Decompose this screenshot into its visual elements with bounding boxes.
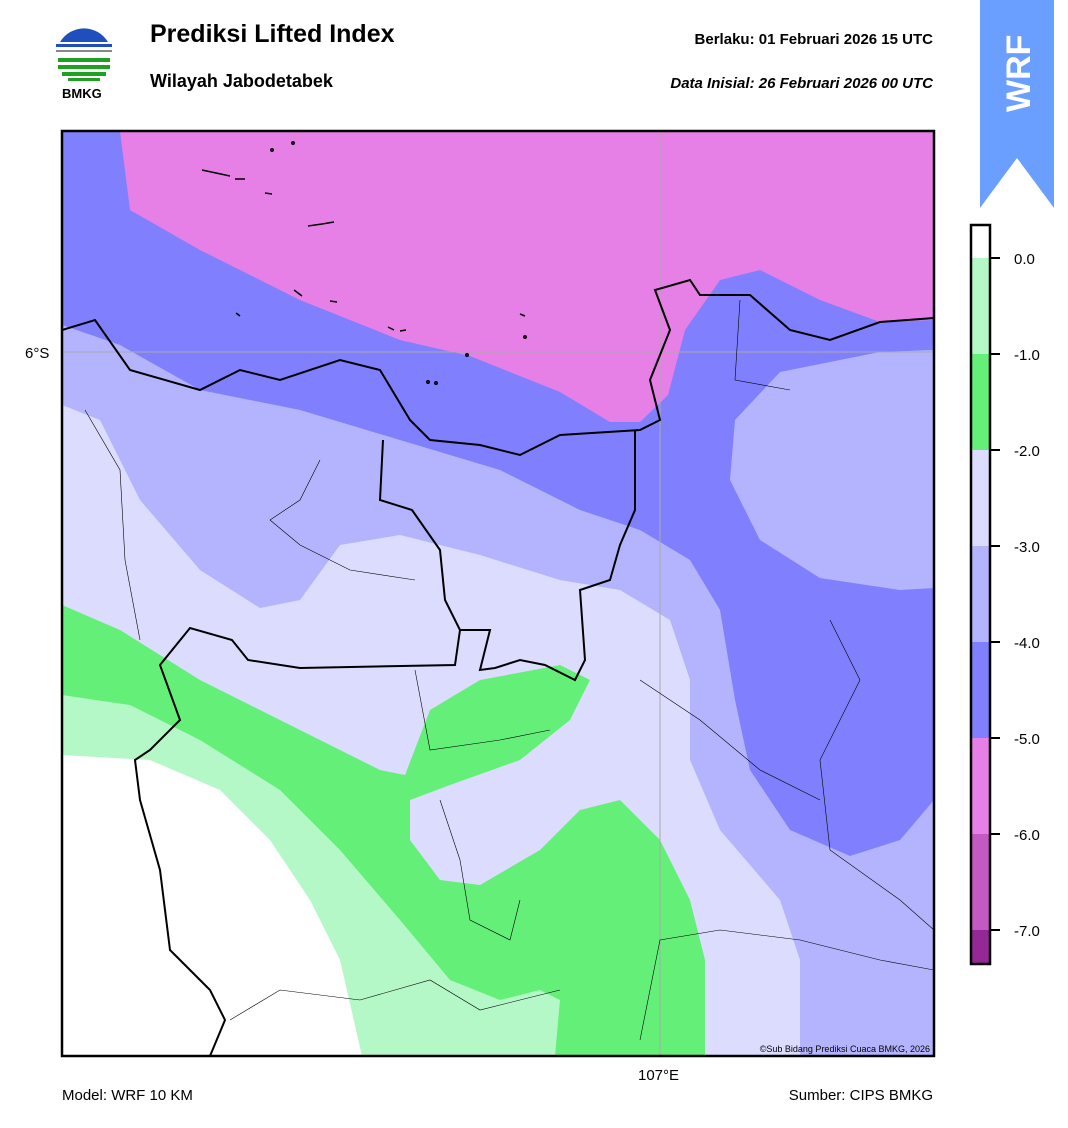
model-label: Model: WRF 10 KM bbox=[62, 1087, 193, 1104]
colorbar-tick: -5.0 bbox=[1014, 731, 1040, 748]
field-above-0 bbox=[62, 755, 362, 1056]
bmkg-logo: BMKG bbox=[54, 24, 114, 101]
lat-label: 6°S bbox=[25, 345, 49, 362]
field-minus5-minus6 bbox=[120, 131, 934, 422]
map-frame bbox=[60, 129, 936, 1058]
region-subtitle: Wilayah Jabodetabek bbox=[150, 71, 333, 91]
colorbar-tick: -2.0 bbox=[1014, 443, 1040, 460]
colorbar-tick: -6.0 bbox=[1014, 827, 1040, 844]
init-time: Data Inisial: 26 Februari 2026 00 UTC bbox=[670, 75, 933, 92]
field-minus4-minus5 bbox=[62, 131, 934, 856]
coastline bbox=[62, 278, 934, 457]
colorbar: 0.0 -1.0 -2.0 -3.0 -4.0 -5.0 -6.0 -7.0 bbox=[969, 223, 1040, 966]
regency-boundaries bbox=[84, 299, 934, 1041]
page-title: Prediksi Lifted Index bbox=[150, 20, 395, 48]
thousand-islands bbox=[201, 141, 527, 385]
wrf-badge: WRF bbox=[980, 0, 1054, 208]
colorbar-tick: -1.0 bbox=[1014, 347, 1040, 364]
lon-label: 107°E bbox=[638, 1067, 679, 1084]
source-label: Sumber: CIPS BMKG bbox=[788, 1087, 933, 1104]
svg-text:BMKG: BMKG bbox=[62, 86, 102, 101]
svg-text:WRF: WRF bbox=[1000, 35, 1038, 112]
colorbar-tick: 0.0 bbox=[1014, 251, 1035, 268]
valid-time: Berlaku: 01 Februari 2026 15 UTC bbox=[694, 31, 933, 48]
province-boundary bbox=[133, 430, 636, 1056]
colorbar-tick: -7.0 bbox=[1014, 923, 1040, 940]
copyright: ©Sub Bidang Prediksi Cuaca BMKG, 2026 bbox=[760, 1044, 930, 1054]
colorbar-tick: -3.0 bbox=[1014, 539, 1040, 556]
colorbar-tick: -4.0 bbox=[1014, 635, 1040, 652]
